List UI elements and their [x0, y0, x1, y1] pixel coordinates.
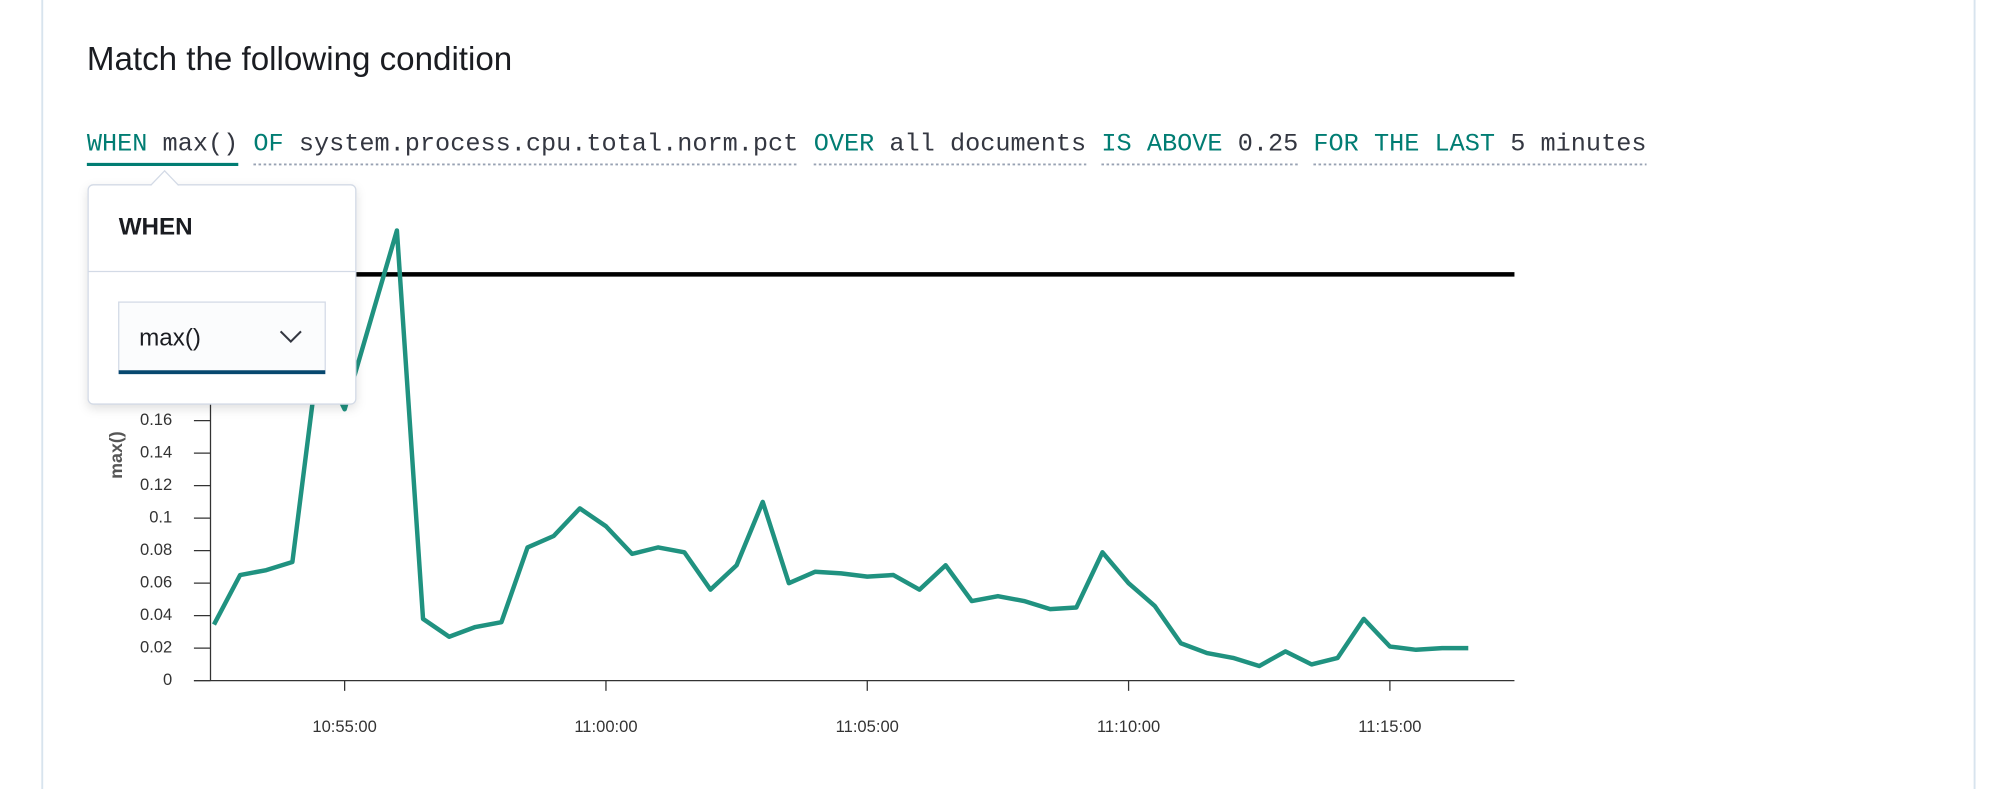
- data-line: [212, 228, 1469, 669]
- expression-keyword: OVER: [814, 130, 875, 159]
- x-tick-label: 11:15:00: [1358, 717, 1421, 736]
- expression-keyword: WHEN: [87, 130, 148, 159]
- select-value: max(): [139, 324, 201, 351]
- x-tick-label: 11:05:00: [836, 717, 899, 736]
- expression-value: 0.25: [1238, 130, 1299, 159]
- expression: WHEN max() OF system.process.cpu.total.norm…: [86, 130, 1647, 167]
- y-axis-label: max(): [106, 431, 126, 479]
- expression-keyword: OF: [253, 130, 283, 159]
- expression-keyword: IS ABOVE: [1101, 130, 1222, 159]
- y-tick-label: 0.14: [140, 443, 172, 462]
- x-tick-label: 11:10:00: [1097, 717, 1160, 736]
- y-tick-label: 0.08: [140, 540, 172, 559]
- panel: [41, 0, 1976, 789]
- expression-value: max(): [163, 130, 239, 159]
- y-tick-label: 0.02: [140, 638, 172, 657]
- expression-value: system.process.cpu.total.norm.pct: [299, 130, 798, 159]
- y-tick-label: 0.16: [140, 410, 172, 429]
- y-tick-label: 0.12: [140, 475, 172, 494]
- expression-value: 5 minutes: [1510, 130, 1646, 159]
- popover-title: WHEN: [119, 214, 193, 241]
- title: Match the following condition: [87, 41, 512, 78]
- chevron: [279, 330, 302, 344]
- y-tick-label: 0: [163, 670, 172, 689]
- y-tick-label: 0.06: [140, 573, 172, 592]
- expression-keyword: FOR THE LAST: [1313, 130, 1495, 159]
- select[interactable]: [118, 301, 326, 375]
- popover-arrow: [150, 169, 180, 186]
- x-tick-label: 11:00:00: [574, 717, 637, 736]
- x-tick-label: 10:55:00: [312, 717, 376, 736]
- chart: 0 0.02 0.04 0.06 0.08 0.1 0.12 0.14 0.16 10:55:00…: [106, 225, 1515, 736]
- y-tick-label: 0.1: [149, 508, 172, 527]
- popover: WHEN max(): [87, 169, 357, 405]
- y-tick-label: 0.04: [140, 605, 172, 624]
- expression-value: all documents: [889, 130, 1086, 159]
